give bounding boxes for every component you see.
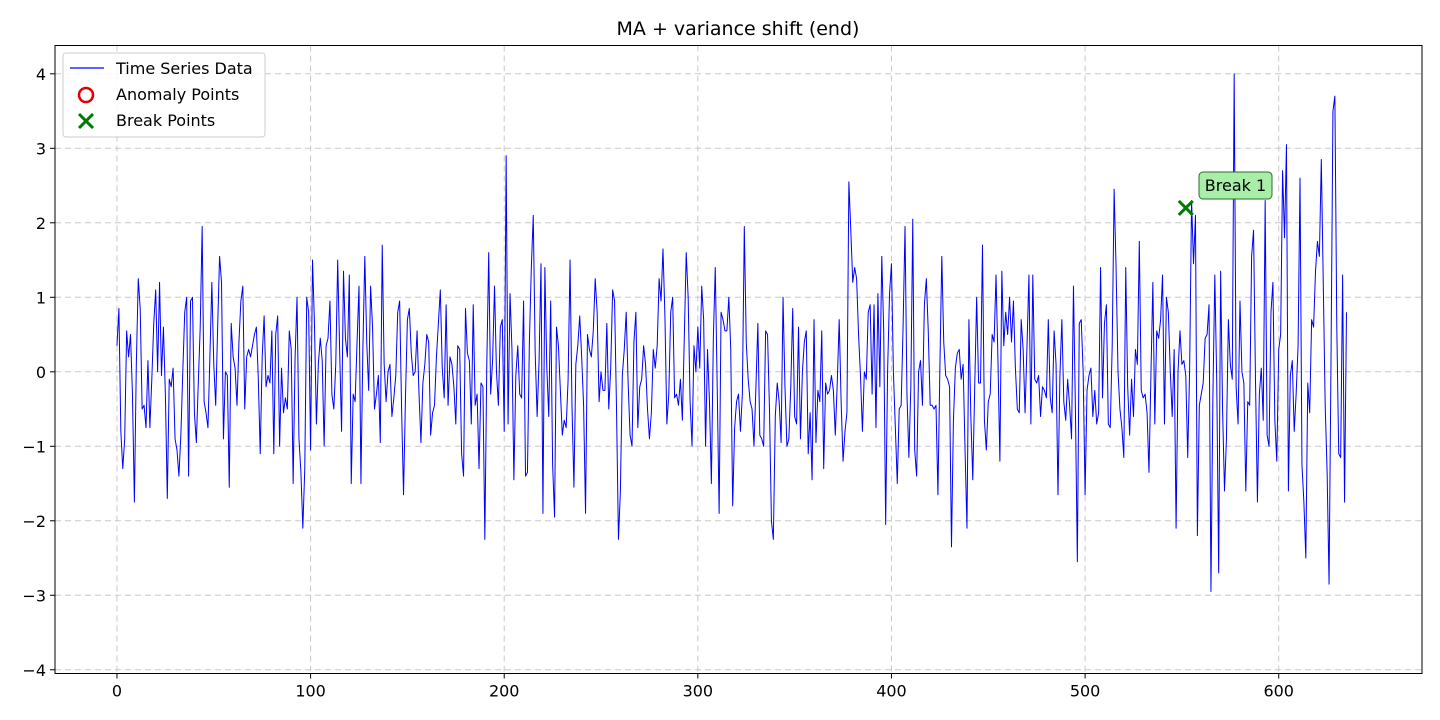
axis-ticks: 0 100 200 300 400 500 600 −4 −3 −2 −1 0 1 2 3 4 [22,65,1294,701]
x-tick-label: 400 [876,682,907,701]
legend-label-break: Break Points [116,111,215,130]
x-tick-label: 300 [683,682,714,701]
x-tick-label: 600 [1263,682,1294,701]
annotation-label: Break 1 [1205,176,1266,195]
marker-layer [1177,199,1194,216]
y-tick-label: 0 [36,363,46,382]
plot-frame [54,45,1423,674]
x-tick-label: 0 [112,682,122,701]
legend-label-anomaly: Anomaly Points [116,85,239,104]
y-tick-label: −3 [22,586,46,605]
legend-anomaly-marker [77,86,95,104]
y-tick-label: 2 [36,214,46,233]
y-tick-label: 3 [36,139,46,158]
y-tick-label: 1 [36,288,46,307]
grid [55,45,1422,674]
legend-break-marker [77,112,95,130]
x-tick-label: 500 [1070,682,1101,701]
chart-title: MA + variance shift (end) [617,18,860,40]
annotation-box [1198,171,1273,200]
x-tick-label: 200 [489,682,520,701]
series-line [116,73,1347,593]
y-tick-label: −1 [22,437,46,456]
legend-label-series: Time Series Data [115,59,253,78]
y-tick-label: −2 [22,512,46,531]
break-point-marker [1177,199,1194,216]
legend-box [62,52,266,138]
y-tick-label: 4 [36,65,46,84]
y-tick-label: −4 [22,661,46,680]
break-annotation: Break 1 [1198,171,1273,200]
x-tick-label: 100 [295,682,326,701]
legend: Time Series Data Anomaly Points Break Po… [62,52,266,138]
series-layer [116,73,1347,593]
